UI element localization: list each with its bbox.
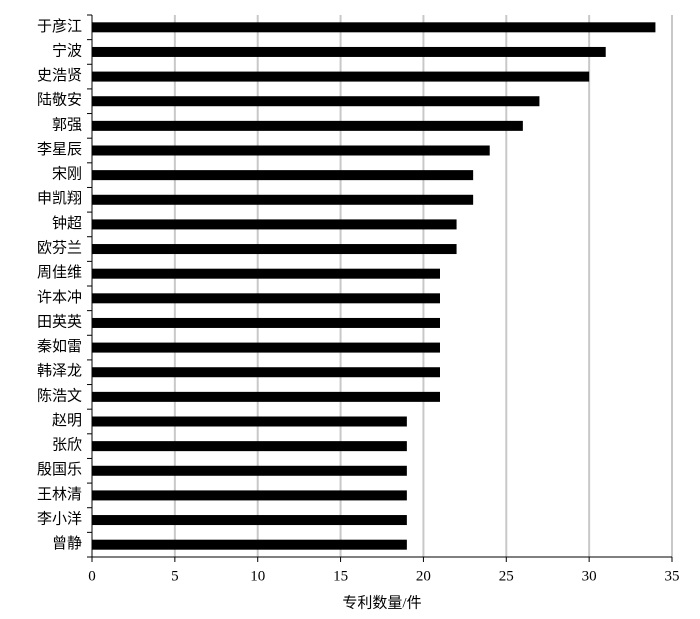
y-tick-label: 王林清: [37, 486, 82, 503]
bar: [92, 441, 407, 452]
y-tick-label: 于彦江: [37, 18, 82, 35]
bar: [92, 416, 407, 427]
bar: [92, 293, 440, 304]
bar: [92, 46, 606, 57]
x-tick-label: 5: [171, 568, 179, 584]
bar: [92, 268, 440, 279]
y-tick-label: 秦如雷: [37, 338, 82, 355]
x-tick-label: 10: [250, 568, 265, 584]
bar: [92, 391, 440, 402]
bar: [92, 194, 474, 205]
bar: [92, 22, 656, 33]
y-tick-label: 李小洋: [37, 510, 82, 527]
bar: [92, 170, 474, 181]
y-tick-label: 陆敬安: [37, 92, 82, 109]
y-tick-label: 张欣: [52, 437, 82, 454]
x-tick-label: 30: [582, 568, 597, 584]
y-tick-label: 宋刚: [52, 166, 82, 183]
x-tick-label: 20: [416, 568, 431, 584]
y-tick-label: 宁波: [52, 42, 82, 59]
bar: [92, 367, 440, 378]
x-tick-label: 35: [665, 568, 680, 584]
y-tick-label: 周佳维: [37, 264, 82, 281]
x-tick-label: 0: [88, 568, 96, 584]
bar: [92, 244, 457, 255]
bar: [92, 96, 540, 107]
y-tick-label: 韩泽龙: [37, 363, 82, 380]
bar: [92, 145, 490, 156]
bar: [92, 120, 523, 131]
y-tick-label: 史浩贤: [37, 67, 82, 84]
y-tick-label: 陈浩文: [37, 386, 82, 404]
y-tick-label: 钟超: [52, 215, 82, 232]
y-tick-label: 许本冲: [37, 289, 82, 306]
bar: [92, 490, 407, 501]
y-tick-label: 曾静: [52, 535, 82, 552]
y-tick-label: 赵明: [52, 412, 82, 429]
bar: [92, 219, 457, 230]
bar: [92, 317, 440, 328]
y-tick-label: 殷国乐: [37, 461, 82, 478]
x-tick-label: 15: [333, 568, 348, 584]
y-tick-label: 田英英: [37, 312, 82, 330]
y-tick-label: 申凯翔: [37, 190, 82, 207]
bar: [92, 342, 440, 353]
bar: [92, 465, 407, 476]
bar: [92, 71, 590, 82]
x-axis-title: 专利数量/件: [342, 594, 421, 611]
x-tick-label: 25: [499, 568, 514, 584]
bar: [92, 515, 407, 526]
y-tick-label: 李星辰: [37, 141, 82, 158]
bar: [92, 539, 407, 550]
y-tick-label: 欧芬兰: [37, 239, 82, 256]
y-tick-label: 郭强: [52, 116, 82, 133]
